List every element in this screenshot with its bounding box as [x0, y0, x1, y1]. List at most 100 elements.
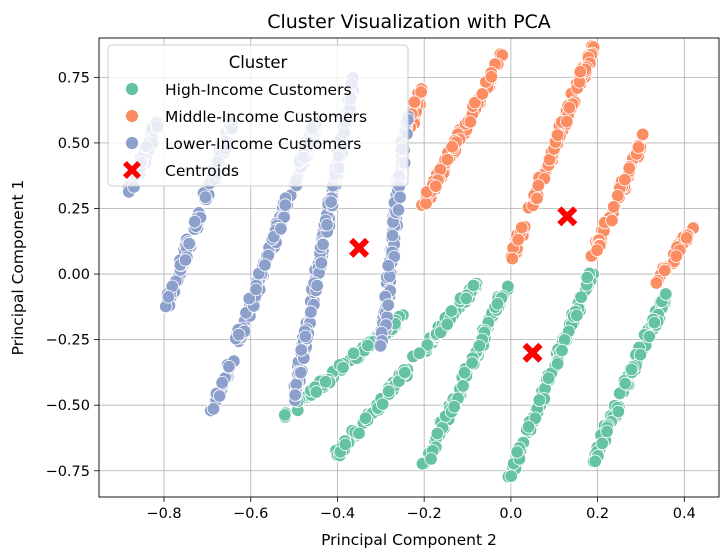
data-point [294, 343, 309, 357]
data-point [551, 128, 565, 142]
data-point [624, 362, 639, 377]
data-point [294, 365, 308, 380]
data-point [440, 152, 455, 167]
data-point [309, 385, 324, 399]
data-point [381, 259, 395, 273]
data-point [605, 213, 619, 228]
data-point [618, 172, 632, 187]
data-point [385, 228, 400, 243]
x-tick-label: 0.0 [499, 506, 522, 522]
data-point [187, 214, 202, 229]
data-point [659, 287, 673, 301]
data-point [336, 360, 350, 375]
legend-box [107, 44, 409, 187]
data-point [407, 95, 422, 109]
data-point [658, 263, 672, 278]
data-point [611, 188, 625, 203]
data-point [649, 276, 664, 290]
x-tick-label: −0.2 [407, 506, 442, 522]
centroid-marker [522, 342, 543, 363]
data-point [391, 203, 406, 217]
data-point [511, 232, 525, 247]
data-point [182, 236, 196, 251]
y-tick-label: 0.50 [58, 136, 90, 152]
data-point [382, 384, 396, 399]
data-point [465, 356, 479, 370]
data-point [429, 179, 443, 193]
data-point [278, 198, 293, 212]
centroid-marker [349, 237, 370, 258]
legend-marker [125, 82, 139, 96]
data-point [555, 343, 569, 358]
data-point [532, 393, 547, 407]
y-tick-label: −0.25 [46, 333, 90, 349]
data-point [249, 282, 263, 297]
data-point [440, 317, 454, 332]
data-point [178, 253, 193, 267]
centroid-marker [557, 206, 578, 227]
data-point [258, 258, 272, 272]
data-point [310, 278, 324, 293]
data-point [274, 222, 288, 236]
data-point [444, 304, 459, 318]
data-point [475, 87, 490, 101]
x-tick-label: −0.8 [146, 506, 181, 522]
data-point [242, 291, 257, 306]
y-tick-label: −0.50 [46, 398, 90, 414]
data-point [298, 329, 313, 344]
data-point [324, 195, 338, 209]
legend-marker-centroids [123, 161, 141, 179]
legend-marker [125, 109, 139, 123]
data-point [490, 297, 505, 311]
data-point [457, 366, 472, 380]
data-point [600, 424, 614, 439]
data-point [420, 338, 435, 352]
legend: Cluster High-Income Customers Middle-Incom… [107, 44, 409, 187]
data-point [358, 411, 373, 425]
data-point [314, 256, 329, 270]
data-point [318, 375, 333, 389]
x-tick-label: −0.4 [320, 506, 355, 522]
data-point [288, 388, 302, 402]
data-point [515, 220, 529, 235]
data-point [550, 357, 565, 371]
data-point [212, 389, 227, 403]
data-point [278, 408, 292, 422]
axis-ticks: −0.8 −0.6 −0.4 −0.2 0.0 0.2 0.4 −0.75 −0.50 −0.25… [46, 70, 696, 522]
data-point [505, 251, 520, 266]
x-tick-label: 0.4 [673, 506, 696, 522]
data-point [588, 454, 602, 469]
plot-frame [98, 37, 720, 498]
data-point [456, 379, 470, 393]
y-tick-label: 0.00 [58, 267, 90, 283]
data-point [466, 278, 481, 293]
data-point [398, 365, 412, 380]
data-point [607, 200, 621, 214]
data-point [622, 161, 637, 176]
x-tick-label: −0.6 [233, 506, 268, 522]
series-middle-income-customers [403, 39, 700, 290]
data-point [574, 290, 588, 304]
legend-entry-label: Centroids [165, 162, 239, 180]
centroid-markers [349, 206, 578, 363]
data-point [541, 371, 556, 385]
data-point [198, 190, 213, 204]
data-point [468, 95, 482, 110]
data-point [530, 191, 544, 206]
legend-title: Cluster [229, 53, 288, 72]
data-point [206, 402, 221, 416]
data-point [361, 338, 375, 353]
y-tick-label: 0.25 [58, 201, 90, 217]
data-point [580, 270, 594, 285]
data-point [472, 339, 487, 353]
data-point [445, 140, 459, 154]
data-point [463, 115, 478, 129]
data-point [316, 237, 330, 252]
data-point [414, 85, 428, 99]
y-tick-label: 0.75 [58, 70, 90, 86]
data-point [562, 100, 577, 115]
x-tick-label: 0.2 [586, 506, 609, 522]
data-point [504, 469, 518, 483]
legend-entry-label: Lower-Income Customers [165, 135, 361, 153]
